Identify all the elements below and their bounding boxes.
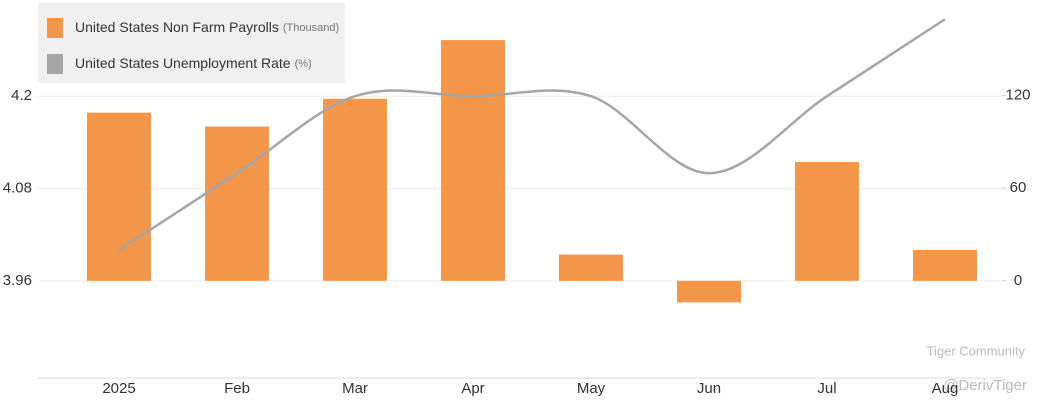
legend-name: United States Non Farm Payrolls xyxy=(75,19,279,35)
x-tick-label: Apr xyxy=(461,380,484,397)
legend-label: United States Non Farm Payrolls (Thousand… xyxy=(75,19,339,35)
legend: United States Non Farm Payrolls (Thousand… xyxy=(47,18,339,74)
plot xyxy=(38,18,1006,379)
bar xyxy=(205,126,269,281)
legend-unit: (Thousand) xyxy=(283,22,339,34)
legend-swatch xyxy=(47,54,63,74)
legend-unit: (%) xyxy=(295,58,312,70)
bar xyxy=(441,40,505,281)
y2-tick-label: 60 xyxy=(1010,179,1027,196)
legend-box xyxy=(38,3,345,83)
bar xyxy=(795,162,859,281)
x-tick-label: May xyxy=(577,380,606,397)
y-tick-label: 3.96 xyxy=(3,272,32,289)
bar xyxy=(87,112,151,281)
bar xyxy=(913,249,977,281)
y-tick-label: 4.2 xyxy=(11,87,32,104)
x-tick-label: Jun xyxy=(697,380,721,397)
legend-name: United States Unemployment Rate xyxy=(75,55,291,71)
watermark: Tiger Community xyxy=(927,343,1026,358)
y2-tick-label: 120 xyxy=(1005,87,1030,104)
y2-tick-label: 0 xyxy=(1014,272,1022,289)
watermark: @DerivTiger xyxy=(943,377,1027,394)
legend-swatch xyxy=(47,18,63,38)
bar xyxy=(677,280,741,303)
line xyxy=(118,18,946,252)
legend-label: United States Unemployment Rate (%) xyxy=(75,55,312,71)
bar xyxy=(559,254,623,281)
x-tick-label: Jul xyxy=(817,380,836,397)
x-tick-label: Mar xyxy=(342,380,368,397)
x-tick-label: 2025 xyxy=(102,380,135,397)
x-tick-label: Feb xyxy=(224,380,250,397)
bar xyxy=(323,98,387,281)
y-tick-label: 4.08 xyxy=(3,180,32,197)
x-tick-label: Aug xyxy=(932,380,959,397)
